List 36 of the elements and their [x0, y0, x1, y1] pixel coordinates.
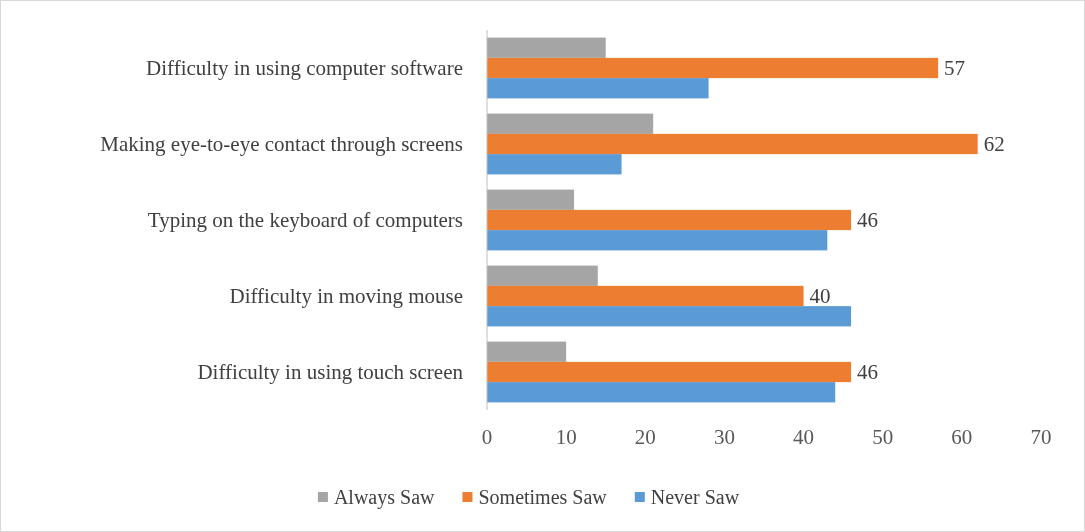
x-tick-label: 70: [1030, 425, 1052, 449]
x-tick-label: 0: [481, 425, 493, 449]
legend-label: Never Saw: [650, 486, 740, 508]
x-tick-label: 20: [634, 425, 656, 449]
bar: [487, 382, 836, 403]
bar: [487, 78, 709, 99]
bar: [487, 285, 804, 307]
y-tick-label: Typing on the keyboard of computers: [147, 208, 463, 232]
bar: [487, 361, 852, 383]
bar: [487, 209, 852, 231]
data-label: 46: [857, 360, 879, 384]
y-tick-label: Difficulty in using computer software: [146, 56, 463, 80]
data-label: 40: [809, 284, 831, 308]
data-label: 46: [857, 208, 879, 232]
y-tick-label: Difficulty in using touch screen: [197, 360, 464, 384]
bar: [487, 57, 939, 79]
bar: [487, 133, 978, 155]
legend-label: Sometimes Saw: [478, 486, 608, 508]
legend-label: Always Saw: [333, 486, 436, 509]
x-tick-label: 10: [555, 425, 577, 449]
bar: [487, 154, 622, 175]
bar: [487, 230, 828, 251]
y-tick-label: Making eye-to-eye contact through screens: [100, 132, 463, 156]
bar: [487, 341, 567, 362]
bar: [487, 265, 598, 286]
data-label: 62: [983, 132, 1005, 156]
x-tick-label: 30: [713, 425, 735, 449]
bar: [487, 37, 606, 58]
bar: [487, 306, 852, 327]
x-tick-label: 50: [872, 425, 894, 449]
bar: [487, 113, 654, 134]
bar: [487, 189, 575, 210]
y-tick-label: Difficulty in moving mouse: [229, 284, 463, 308]
x-tick-label: 40: [793, 425, 815, 449]
data-label: 57: [944, 56, 966, 80]
x-tick-label: 60: [951, 425, 973, 449]
